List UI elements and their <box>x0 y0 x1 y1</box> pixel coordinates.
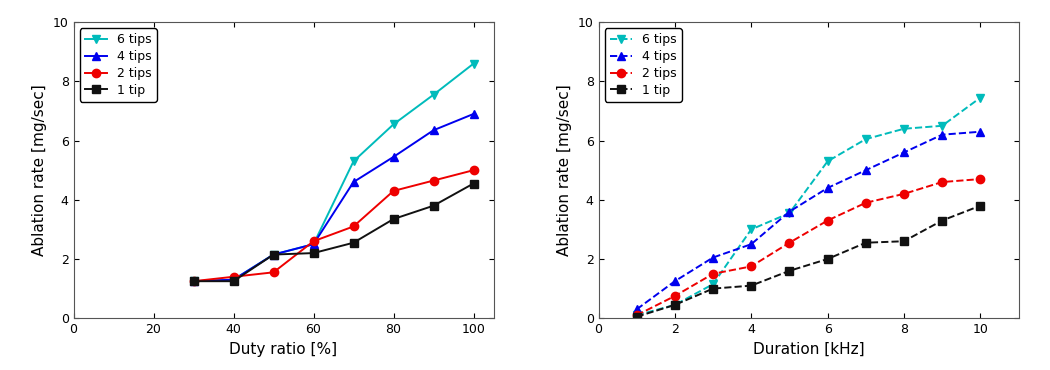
2 tips <box>898 192 910 196</box>
1 tip <box>669 303 681 307</box>
Line: 6 tips: 6 tips <box>632 94 985 319</box>
6 tips <box>669 303 681 307</box>
6 tips <box>427 92 440 97</box>
2 tips <box>348 224 360 229</box>
4 tips <box>387 155 400 159</box>
2 tips <box>821 218 834 223</box>
1 tip <box>187 279 200 283</box>
2 tips <box>227 275 239 279</box>
6 tips <box>387 122 400 127</box>
6 tips <box>898 127 910 131</box>
Line: 1 tip: 1 tip <box>189 179 478 285</box>
2 tips <box>187 279 200 283</box>
1 tip <box>898 239 910 243</box>
6 tips <box>267 252 279 257</box>
Legend: 6 tips, 4 tips, 2 tips, 1 tip: 6 tips, 4 tips, 2 tips, 1 tip <box>605 28 681 102</box>
4 tips <box>783 209 796 214</box>
4 tips <box>707 255 719 260</box>
4 tips <box>744 242 757 246</box>
4 tips <box>630 307 643 312</box>
1 tip <box>308 251 320 255</box>
1 tip <box>267 252 279 257</box>
6 tips <box>860 137 873 141</box>
2 tips <box>387 189 400 193</box>
6 tips <box>630 313 643 317</box>
2 tips <box>427 178 440 183</box>
1 tip <box>348 240 360 245</box>
4 tips <box>860 168 873 172</box>
Line: 2 tips: 2 tips <box>189 166 478 285</box>
6 tips <box>974 95 987 100</box>
4 tips <box>936 132 948 137</box>
X-axis label: Duration [kHz]: Duration [kHz] <box>753 342 864 357</box>
1 tip <box>860 240 873 245</box>
2 tips <box>267 270 279 275</box>
1 tip <box>783 269 796 273</box>
6 tips <box>936 124 948 128</box>
Y-axis label: Ablation rate [mg/sec]: Ablation rate [mg/sec] <box>33 84 47 256</box>
6 tips <box>821 159 834 164</box>
4 tips <box>348 180 360 184</box>
4 tips <box>669 279 681 283</box>
4 tips <box>427 128 440 132</box>
6 tips <box>744 227 757 232</box>
X-axis label: Duty ratio [%]: Duty ratio [%] <box>230 342 337 357</box>
6 tips <box>783 211 796 215</box>
Line: 4 tips: 4 tips <box>189 110 478 285</box>
2 tips <box>783 240 796 245</box>
6 tips <box>348 159 360 164</box>
1 tip <box>467 181 480 186</box>
4 tips <box>898 150 910 155</box>
2 tips <box>630 313 643 317</box>
4 tips <box>467 112 480 116</box>
1 tip <box>821 257 834 261</box>
6 tips <box>707 282 719 286</box>
4 tips <box>308 242 320 246</box>
1 tip <box>936 218 948 223</box>
1 tip <box>387 217 400 221</box>
6 tips <box>187 279 200 283</box>
4 tips <box>821 186 834 190</box>
1 tip <box>427 204 440 208</box>
2 tips <box>467 168 480 172</box>
6 tips <box>227 278 239 282</box>
4 tips <box>267 252 279 257</box>
2 tips <box>936 180 948 184</box>
Line: 4 tips: 4 tips <box>632 128 985 313</box>
1 tip <box>707 286 719 291</box>
2 tips <box>974 177 987 181</box>
6 tips <box>308 242 320 246</box>
2 tips <box>669 294 681 298</box>
Legend: 6 tips, 4 tips, 2 tips, 1 tip: 6 tips, 4 tips, 2 tips, 1 tip <box>80 28 156 102</box>
Line: 6 tips: 6 tips <box>189 60 478 285</box>
2 tips <box>860 201 873 205</box>
4 tips <box>974 130 987 134</box>
1 tip <box>974 204 987 208</box>
2 tips <box>707 272 719 276</box>
Line: 2 tips: 2 tips <box>632 175 985 319</box>
Line: 1 tip: 1 tip <box>632 202 985 321</box>
6 tips <box>467 61 480 66</box>
4 tips <box>187 279 200 283</box>
1 tip <box>630 314 643 319</box>
Y-axis label: Ablation rate [mg/sec]: Ablation rate [mg/sec] <box>558 84 572 256</box>
1 tip <box>227 279 239 283</box>
1 tip <box>744 283 757 288</box>
2 tips <box>308 239 320 243</box>
4 tips <box>227 278 239 282</box>
2 tips <box>744 264 757 269</box>
